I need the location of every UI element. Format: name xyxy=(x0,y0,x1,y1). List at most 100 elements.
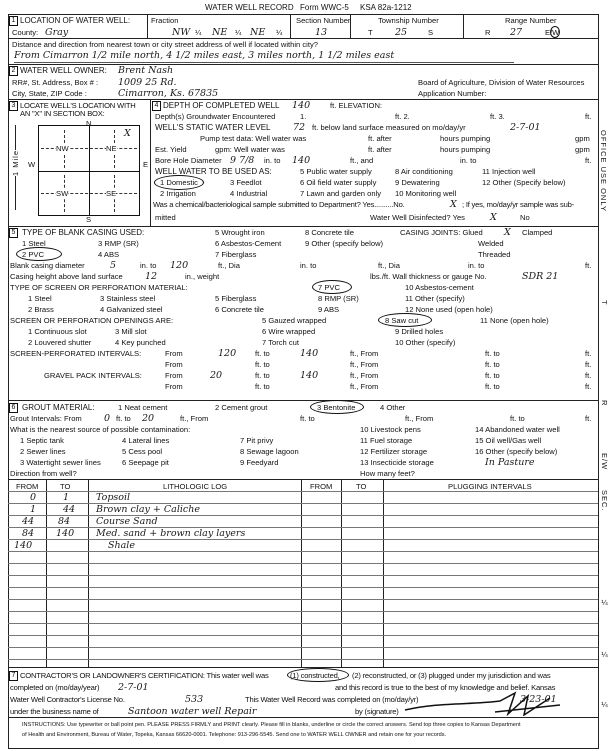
row-to[interactable]: 1 xyxy=(63,492,70,503)
row-to[interactable]: 84 xyxy=(58,516,71,527)
range-value[interactable]: 27 xyxy=(510,27,523,38)
gravel-from-value[interactable]: 20 xyxy=(210,370,223,381)
perf-to-value[interactable]: 140 xyxy=(300,348,319,359)
use-dewatering[interactable]: 9 Dewatering xyxy=(395,178,440,187)
grout-neat-cement[interactable]: 1 Neat cement xyxy=(118,403,168,412)
row-description[interactable]: Topsoil xyxy=(96,492,131,503)
row-description[interactable]: Course Sand xyxy=(96,516,158,527)
contam-sewer[interactable]: 2 Sewer lines xyxy=(20,447,66,456)
chemical-no-mark[interactable]: X xyxy=(450,199,457,210)
depth-value[interactable]: 140 xyxy=(292,100,311,111)
screen-stainless[interactable]: 3 Stainless steel xyxy=(100,294,156,303)
row-from[interactable]: 1 xyxy=(30,504,37,515)
gauge-value[interactable]: SDR 21 xyxy=(522,271,559,282)
township-value[interactable]: 25 xyxy=(395,27,408,38)
screen-galvanized[interactable]: 4 Galvanized steel xyxy=(100,305,163,314)
contam-fertilizer[interactable]: 12 Fertilizer storage xyxy=(360,447,428,456)
contam-other[interactable]: 16 Other (specify below) xyxy=(475,447,558,456)
opening-mill-slot[interactable]: 3 Mill slot xyxy=(115,327,147,336)
gravel-to-value[interactable]: 140 xyxy=(300,370,319,381)
business-name[interactable]: Santoon water well Repair xyxy=(128,706,257,717)
grout-to-value[interactable]: 20 xyxy=(142,413,155,424)
fraction-1[interactable]: NW xyxy=(172,27,191,38)
contam-pit-privy[interactable]: 7 Pit privy xyxy=(240,436,274,445)
contam-seepage[interactable]: 6 Seepage pit xyxy=(122,458,169,467)
use-industrial[interactable]: 4 Industrial xyxy=(230,189,268,198)
disinfected-yes-mark[interactable]: X xyxy=(490,212,497,223)
contam-other-value[interactable]: In Pasture xyxy=(485,457,535,468)
city-value[interactable]: Cimarron, Ks. 67835 xyxy=(118,88,219,99)
opening-key-punched[interactable]: 4 Key punched xyxy=(115,338,166,347)
screen-abs[interactable]: 9 ABS xyxy=(318,305,340,314)
casing-wrought-iron[interactable]: 5 Wrought iron xyxy=(215,228,265,237)
owner-value[interactable]: Brent Nash xyxy=(118,65,174,76)
opening-other[interactable]: 10 Other (specify) xyxy=(395,338,456,347)
casing-steel[interactable]: 1 Steel xyxy=(22,239,46,248)
contam-livestock[interactable]: 10 Livestock pens xyxy=(360,425,421,434)
row-from[interactable]: 140 xyxy=(14,540,33,551)
casing-height-value[interactable]: 12 xyxy=(145,271,158,282)
casing-abs[interactable]: 4 ABS xyxy=(98,250,120,259)
row-from[interactable]: 44 xyxy=(22,516,35,527)
grout-other[interactable]: 4 Other xyxy=(380,403,406,412)
contam-insecticide[interactable]: 13 Insecticide storage xyxy=(360,458,434,467)
bore-to-value[interactable]: 140 xyxy=(292,155,311,166)
record-date[interactable]: 3-23-01 xyxy=(520,694,557,705)
casing-rmp[interactable]: 3 RMP (SR) xyxy=(98,239,139,248)
county-value[interactable]: Gray xyxy=(45,27,69,38)
perf-from-value[interactable]: 120 xyxy=(218,348,237,359)
use-public[interactable]: 5 Public water supply xyxy=(300,167,372,176)
opening-louvered[interactable]: 2 Louvered shutter xyxy=(28,338,92,347)
row-description[interactable]: Brown clay + Caliche xyxy=(96,504,200,515)
use-feedlot[interactable]: 3 Feedlot xyxy=(230,178,262,187)
bore-value[interactable]: 9 7/8 xyxy=(230,155,255,166)
section-value[interactable]: 13 xyxy=(315,27,328,38)
casing-asbestos[interactable]: 6 Asbestos-Cement xyxy=(215,239,282,248)
grout-cement-grout[interactable]: 2 Cement grout xyxy=(215,403,268,412)
contam-watertight[interactable]: 3 Watertight sewer lines xyxy=(20,458,101,467)
screen-brass[interactable]: 2 Brass xyxy=(28,305,54,314)
contam-fuel[interactable]: 11 Fuel storage xyxy=(360,436,413,445)
static-level-value[interactable]: 72 xyxy=(293,122,306,133)
license-value[interactable]: 533 xyxy=(185,694,204,705)
row-from[interactable]: 84 xyxy=(22,528,35,539)
contam-lagoon[interactable]: 8 Sewage lagoon xyxy=(240,447,299,456)
casing-other[interactable]: 9 Other (specify below) xyxy=(305,239,384,248)
contam-abandoned[interactable]: 14 Abandoned water well xyxy=(475,425,560,434)
use-injection[interactable]: 11 Injection well xyxy=(482,167,536,176)
opening-gauzed[interactable]: 5 Gauzed wrapped xyxy=(262,316,327,325)
screen-fiberglass[interactable]: 5 Fiberglass xyxy=(215,294,257,303)
threaded[interactable]: Threaded xyxy=(478,250,511,259)
opening-drilled[interactable]: 9 Drilled holes xyxy=(395,327,444,336)
fraction-3[interactable]: NE xyxy=(250,27,266,38)
row-to[interactable]: 140 xyxy=(56,528,75,539)
fraction-2[interactable]: NE xyxy=(212,27,228,38)
contam-septic[interactable]: 1 Septic tank xyxy=(20,436,64,445)
use-other[interactable]: 12 Other (Specify below) xyxy=(482,178,566,187)
row-to[interactable]: 44 xyxy=(63,504,76,515)
row-from[interactable]: 0 xyxy=(30,492,37,503)
static-date[interactable]: 2-7-01 xyxy=(510,122,541,133)
clamped[interactable]: Clamped xyxy=(522,228,553,237)
screen-concrete[interactable]: 6 Concrete tile xyxy=(215,305,264,314)
casing-fiberglass[interactable]: 7 Fiberglass xyxy=(215,250,257,259)
use-monitoring[interactable]: 10 Monitoring well xyxy=(395,189,457,198)
screen-steel[interactable]: 1 Steel xyxy=(28,294,52,303)
row-description[interactable]: Med. sand + brown clay layers xyxy=(96,528,246,539)
opening-wire[interactable]: 6 Wire wrapped xyxy=(262,327,316,336)
screen-other[interactable]: 11 Other (specify) xyxy=(405,294,465,303)
welded[interactable]: Welded xyxy=(478,239,504,248)
opening-none[interactable]: 11 None (open hole) xyxy=(480,316,549,325)
contam-lateral[interactable]: 4 Lateral lines xyxy=(122,436,170,445)
address-value[interactable]: 1009 25 Rd. xyxy=(118,77,177,88)
screen-rmp[interactable]: 8 RMP (SR) xyxy=(318,294,359,303)
screen-none[interactable]: 12 None used (open hole) xyxy=(405,305,493,314)
blank-diameter-value[interactable]: 5 xyxy=(110,260,117,271)
contam-cess-pool[interactable]: 5 Cess pool xyxy=(122,447,163,456)
use-oil-field[interactable]: 6 Oil field water supply xyxy=(300,178,377,187)
blank-to-value[interactable]: 120 xyxy=(170,260,189,271)
opening-torch[interactable]: 7 Torch cut xyxy=(262,338,300,347)
contam-oil-gas[interactable]: 15 Oil well/Gas well xyxy=(475,436,542,445)
use-air-conditioning[interactable]: 8 Air conditioning xyxy=(395,167,453,176)
screen-asbestos[interactable]: 10 Asbestos-cement xyxy=(405,283,474,292)
